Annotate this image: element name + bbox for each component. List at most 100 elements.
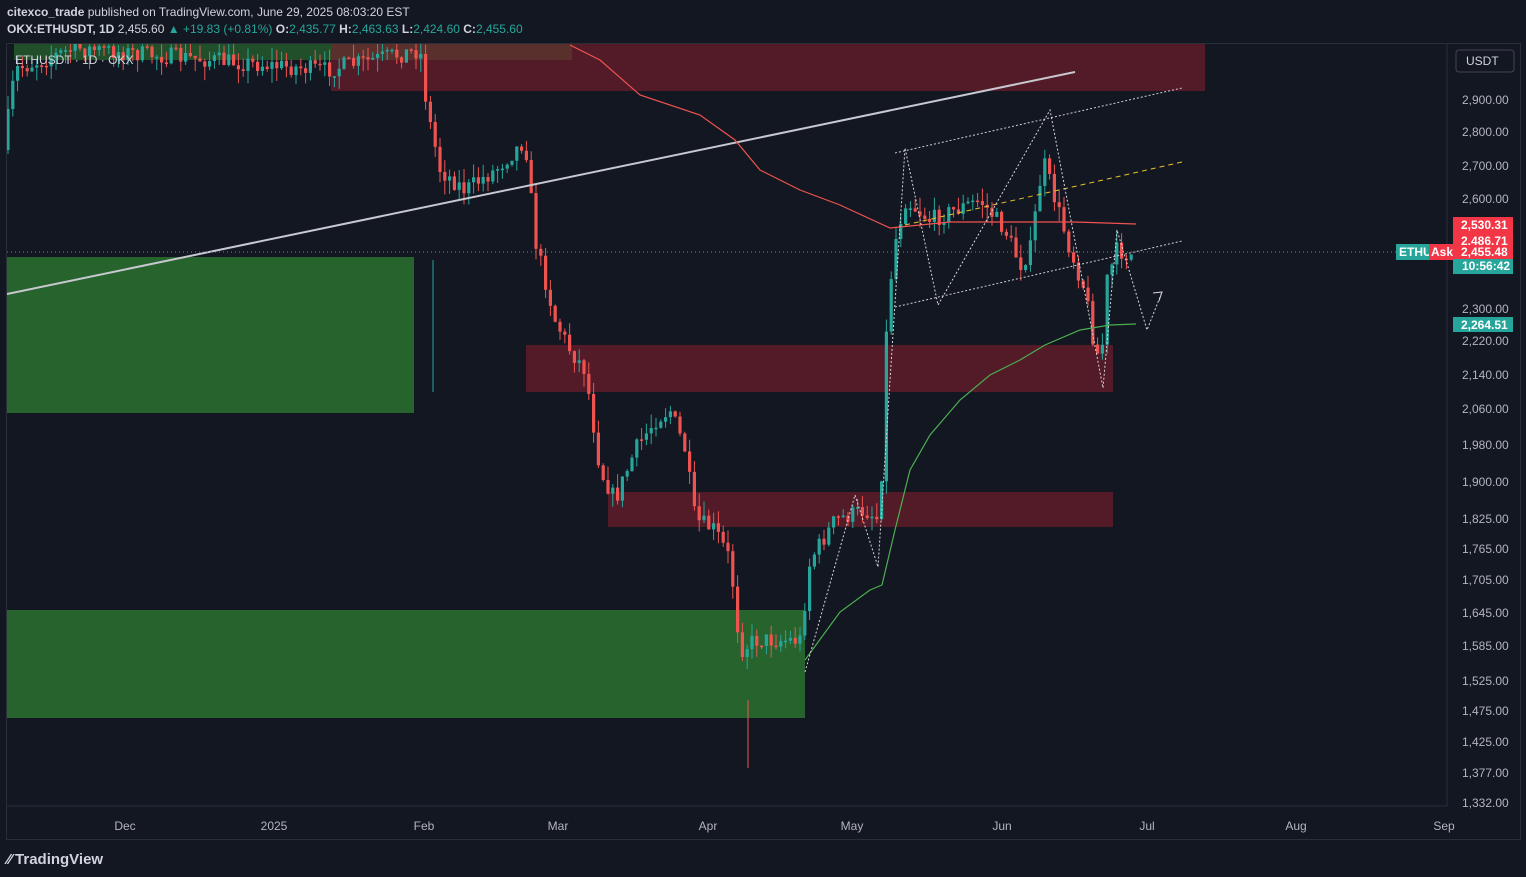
candle-body xyxy=(788,637,792,641)
countdown-badge xyxy=(1453,259,1513,274)
candle-body xyxy=(692,471,696,507)
ask-tag-label: Ask xyxy=(1431,245,1453,259)
candle-body xyxy=(664,417,668,422)
candle-body xyxy=(208,61,212,67)
candle-body xyxy=(577,360,581,363)
candle-body xyxy=(832,516,836,528)
candle-body xyxy=(908,208,912,210)
candle-body xyxy=(376,53,380,58)
candle-body xyxy=(179,47,183,62)
candle-body xyxy=(342,57,346,69)
candle-body xyxy=(1096,344,1100,354)
candle-body xyxy=(131,48,135,51)
candle-body xyxy=(990,207,994,217)
price-badge-label: 2,530.31 xyxy=(1461,218,1508,232)
publication-header: citexco_trade published on TradingView.c… xyxy=(0,0,1526,42)
candle-body xyxy=(745,649,749,657)
candle-body xyxy=(174,47,178,50)
price-tick-label: 1,900.00 xyxy=(1462,475,1509,489)
high-value: 2,463.63 xyxy=(351,22,399,36)
candle-body xyxy=(371,57,375,60)
candle-body xyxy=(856,507,860,509)
candle-body xyxy=(35,65,39,68)
time-tick-label: May xyxy=(841,819,864,833)
candle-body xyxy=(534,193,538,249)
candle-body xyxy=(88,46,92,57)
symbol-tag-label: ETHU xyxy=(1399,245,1432,259)
candle-body xyxy=(203,61,207,67)
candle-body xyxy=(606,479,610,494)
candle-body xyxy=(265,66,269,69)
price-tick-label: 1,377.00 xyxy=(1462,766,1509,780)
candle-body xyxy=(697,506,701,521)
candle-body xyxy=(865,515,869,518)
candle-body xyxy=(236,65,240,70)
chart-legend: ETHUSDT · 1D · OKX xyxy=(15,53,133,67)
candle-body xyxy=(760,645,764,648)
candle-body xyxy=(716,523,720,532)
price-tick-label: 1,475.00 xyxy=(1462,704,1509,718)
supply-zone xyxy=(331,44,1205,91)
candle-body xyxy=(721,531,725,543)
candle-body xyxy=(1033,211,1037,241)
channel-mid-line[interactable] xyxy=(904,161,1183,226)
tradingview-logo-icon: ⁄⁄ xyxy=(7,851,13,868)
candle-body xyxy=(654,427,658,430)
candle-body xyxy=(928,218,932,222)
candle-body xyxy=(380,51,384,54)
publication-line: citexco_trade published on TradingView.c… xyxy=(7,5,410,19)
trendline[interactable] xyxy=(7,71,1076,295)
candle-body xyxy=(73,44,77,51)
demand-zone xyxy=(7,610,805,718)
candle-body xyxy=(318,63,322,66)
candle-body xyxy=(395,49,399,58)
low-value: 2,424.60 xyxy=(413,22,460,36)
candle-body xyxy=(755,636,759,646)
candle-body xyxy=(510,160,514,165)
footer: ⁄⁄ TradingView xyxy=(0,843,1526,877)
candle-body xyxy=(198,58,202,62)
candle-body xyxy=(822,538,826,545)
candle-body xyxy=(980,201,984,205)
tradingview-logo[interactable]: ⁄⁄ TradingView xyxy=(7,851,103,868)
candle-body xyxy=(976,200,980,203)
candle-body xyxy=(736,586,740,633)
candle-body xyxy=(486,176,490,182)
time-tick-label: Apr xyxy=(699,819,718,833)
open-value: 2,435.77 xyxy=(289,22,336,36)
candle-body xyxy=(1076,262,1080,281)
price-tick-label: 1,585.00 xyxy=(1462,639,1509,653)
candle-body xyxy=(683,433,687,452)
candle-body xyxy=(860,507,864,516)
currency-button-label: USDT xyxy=(1466,54,1499,68)
price-tick-label: 2,900.00 xyxy=(1462,93,1509,107)
candle-body xyxy=(251,58,255,62)
candle-body xyxy=(956,209,960,214)
candle-body xyxy=(596,432,600,466)
channel-bottom-line[interactable] xyxy=(894,240,1183,308)
candle-body xyxy=(289,66,293,76)
channel-top-line[interactable] xyxy=(894,87,1183,154)
ohlc-line: OKX:ETHUSDT, 1D 2,455.60 ▲ +19.83 (+0.81… xyxy=(7,22,523,36)
close-label: C: xyxy=(463,22,476,36)
candle-body xyxy=(889,279,893,332)
candle-body xyxy=(496,169,500,171)
candle-body xyxy=(414,50,418,59)
candle-body xyxy=(361,56,365,58)
zigzag-projection[interactable] xyxy=(804,108,1163,673)
price-tick-label: 2,140.00 xyxy=(1462,368,1509,382)
candle-body xyxy=(433,122,437,147)
candle-body xyxy=(644,433,648,440)
candle-body xyxy=(851,507,855,522)
currency-button[interactable] xyxy=(1455,49,1515,73)
candle-body xyxy=(385,49,389,52)
candle-body xyxy=(54,52,58,59)
author-link[interactable]: citexco_trade xyxy=(7,5,85,19)
candle-body xyxy=(409,49,413,51)
candle-body xyxy=(232,54,236,66)
candle-body xyxy=(1067,231,1071,253)
candle-body xyxy=(246,58,250,71)
low-label: L: xyxy=(401,22,414,36)
candle-body xyxy=(529,160,533,194)
